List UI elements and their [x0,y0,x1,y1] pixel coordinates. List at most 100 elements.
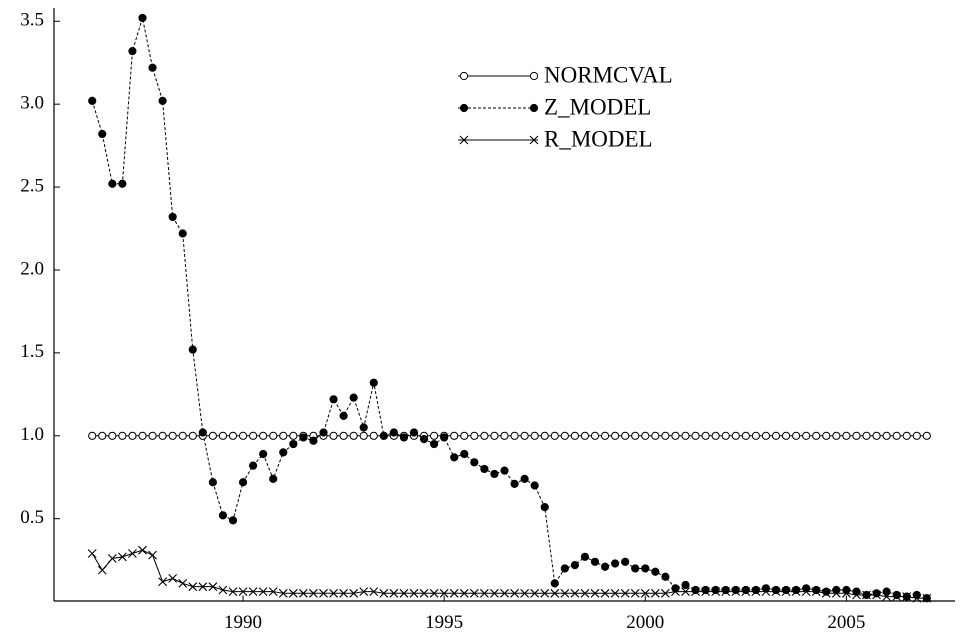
marker [249,431,258,440]
marker [640,588,650,598]
marker [681,580,690,590]
marker [852,587,861,596]
marker [500,431,509,440]
marker [822,431,831,440]
marker [430,439,439,449]
marker [450,431,459,440]
marker [812,431,821,440]
marker [651,431,660,440]
marker [319,588,328,598]
marker [620,588,630,598]
marker [479,588,489,598]
marker [329,588,338,598]
y-tick-label: 0.5 [20,507,44,528]
marker [228,516,238,525]
legend: NORMCVAL Z_MODEL R_MODEL [458,62,673,151]
marker [621,557,630,566]
marker [892,431,901,440]
marker [188,582,198,592]
marker [882,592,892,602]
marker [852,431,861,440]
marker [681,431,690,440]
marker [88,431,97,440]
marker [279,448,288,457]
marker [459,135,469,145]
marker [470,431,479,440]
marker [249,461,258,470]
marker [771,431,781,440]
marker [741,585,750,595]
marker [440,433,449,442]
marker [681,587,690,597]
marker [731,431,740,440]
marker [781,587,791,597]
marker [510,431,519,440]
marker [359,423,368,432]
marker [570,431,579,440]
marker [550,588,560,598]
legend-label: R_MODEL [544,126,653,151]
marker [148,431,157,440]
marker [671,587,680,597]
marker [97,565,107,575]
marker [711,587,721,597]
marker [641,564,650,573]
marker [430,431,439,440]
marker [289,439,298,449]
marker [399,433,409,442]
marker [158,431,167,440]
marker [429,588,439,598]
marker [530,431,539,440]
marker [651,567,660,576]
marker [600,588,610,598]
marker [329,395,338,404]
marker [188,345,197,354]
marker [198,428,207,437]
marker [359,431,368,440]
series-line [91,17,928,599]
marker [319,428,328,437]
marker [208,478,217,487]
marker [520,474,529,484]
marker [168,573,178,583]
legend-label: Z_MODEL [544,94,651,119]
marker [661,431,670,440]
marker [771,585,781,595]
marker [128,549,137,558]
marker [98,431,107,440]
marker [529,103,539,113]
marker [922,431,931,440]
marker [832,431,841,440]
marker [872,589,881,598]
marker [268,587,278,597]
marker [278,588,288,598]
x-tick-label: 1995 [425,612,463,633]
marker [661,588,670,598]
marker [611,559,620,568]
marker [450,453,459,462]
y-tick-label: 3.0 [20,93,44,114]
marker [118,431,127,440]
marker [751,587,761,597]
marker [460,431,469,440]
marker [902,592,912,602]
marker [590,431,600,440]
marker [409,428,419,437]
marker [138,431,147,440]
marker [611,431,620,440]
marker [459,103,469,113]
marker [560,564,569,573]
marker [107,554,117,563]
marker [610,588,620,598]
marker [741,587,751,597]
marker [590,588,600,598]
marker [761,431,771,440]
marker [792,585,801,595]
marker [721,585,730,595]
marker [208,431,217,440]
marker [259,449,268,459]
marker [198,582,208,592]
marker [862,590,871,600]
y-tick-label: 1.5 [20,341,44,362]
marker [419,435,429,444]
